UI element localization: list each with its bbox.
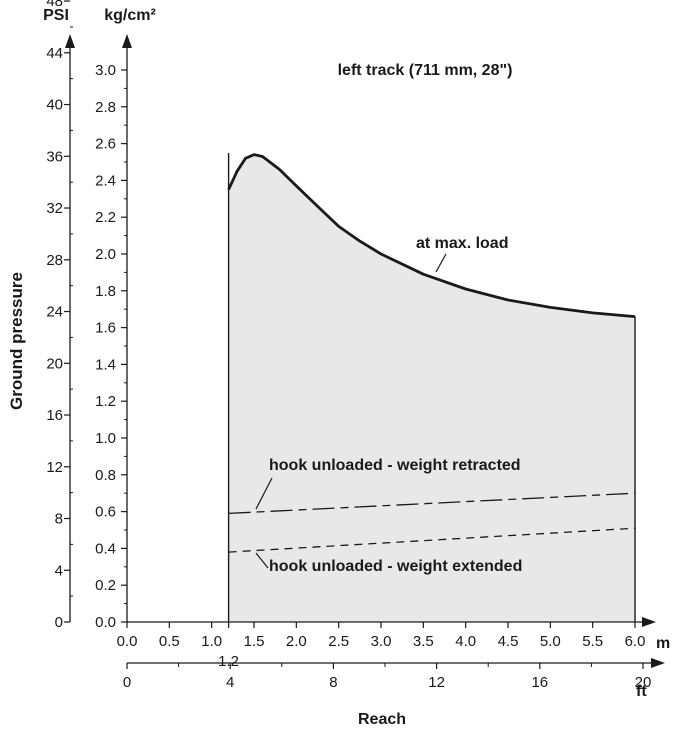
axes xyxy=(64,0,665,669)
psi-tick-label: 44 xyxy=(46,45,63,62)
series-lines xyxy=(227,153,636,569)
kg-tick-label: 1.2 xyxy=(95,393,116,410)
psi-tick-label: 36 xyxy=(46,148,63,165)
leader-max-load xyxy=(435,253,447,273)
psi-tick-label: 8 xyxy=(55,511,63,528)
chart-title: left track (711 mm, 28") xyxy=(338,62,513,79)
ft-tick-label: 12 xyxy=(428,674,445,691)
psi-tick-label: 16 xyxy=(46,407,63,424)
kg-tick-label: 1.0 xyxy=(95,430,116,447)
series-line-1 xyxy=(227,153,636,318)
series-line-2 xyxy=(228,492,636,515)
psi-tick-label: 40 xyxy=(46,97,63,114)
kg-tick-label: 2.8 xyxy=(95,99,116,116)
y-unit-kg: kg/cm² xyxy=(104,7,156,24)
psi-tick-label: 32 xyxy=(46,200,63,217)
kg-tick-label: 0.8 xyxy=(95,467,116,484)
label-weight-retracted: hook unloaded - weight retracted xyxy=(269,457,521,474)
psi-tick-label: 0 xyxy=(55,614,63,631)
kg-tick-label: 2.2 xyxy=(95,209,116,226)
m-tick-label: 2.5 xyxy=(328,633,349,650)
ft-tick-label: 8 xyxy=(329,674,337,691)
kg-tick-label: 2.0 xyxy=(95,246,116,263)
kg-tick-label: 2.6 xyxy=(95,136,116,153)
psi-tick-label: 24 xyxy=(46,304,63,321)
ft-tick-label: 20 xyxy=(635,674,652,691)
kg-tick-label: 0.4 xyxy=(95,540,116,557)
x-unit-m: m xyxy=(656,635,670,652)
ft-tick-label: 4 xyxy=(226,674,234,691)
ft-tick-label: 0 xyxy=(123,674,131,691)
tick-labels: 0.0 0.2 0.4 0.6 0.8 1.0 1.2 1.4 1.6 1.8 2.0 2.2 2.4 2… xyxy=(46,0,651,691)
kg-tick-label: 1.4 xyxy=(95,356,116,373)
m-tick-label: 1.5 xyxy=(244,633,265,650)
kg-tick-label: 3.0 xyxy=(95,62,116,79)
m-tick-label: 3.5 xyxy=(413,633,434,650)
psi-tick-label: 48 xyxy=(46,0,63,10)
m-tick-label: 4.0 xyxy=(455,633,476,650)
leader-weight-extended xyxy=(255,552,269,569)
psi-tick-label: 12 xyxy=(46,459,63,476)
x-axis-title: Reach xyxy=(358,711,406,728)
y-axis-title: Ground pressure xyxy=(7,272,26,410)
m-tick-label: 3.0 xyxy=(371,633,392,650)
m-tick-label: 0.0 xyxy=(117,633,138,650)
m-tick-label: 5.0 xyxy=(540,633,561,650)
m-tick-label: 4.5 xyxy=(498,633,519,650)
m-tick-label: 0.5 xyxy=(159,633,180,650)
kg-tick-label: 0.2 xyxy=(95,577,116,594)
psi-axis-arrow xyxy=(65,34,75,48)
kg-tick-label: 1.8 xyxy=(95,283,116,300)
m-extra-tick-label: 1.2 xyxy=(218,653,239,670)
label-max-load: at max. load xyxy=(416,235,508,252)
kg-axis-arrow xyxy=(122,34,132,48)
psi-tick-label: 28 xyxy=(46,252,63,269)
kg-tick-label: 2.4 xyxy=(95,172,116,189)
kg-tick-label: 0.6 xyxy=(95,504,116,521)
m-axis-arrow xyxy=(642,617,656,627)
kg-tick-label: 1.6 xyxy=(95,320,116,337)
x-unit-ft: ft xyxy=(636,683,647,700)
m-tick-label: 5.5 xyxy=(582,633,603,650)
operating-area xyxy=(227,153,636,622)
ft-axis-arrow xyxy=(651,658,665,668)
ft-tick-label: 16 xyxy=(531,674,548,691)
m-tick-label: 2.0 xyxy=(286,633,307,650)
psi-tick-label: 20 xyxy=(46,355,63,372)
m-tick-label: 1.0 xyxy=(201,633,222,650)
leader-weight-retracted xyxy=(255,477,273,510)
series-line-3 xyxy=(228,527,636,553)
kg-tick-label: 0.0 xyxy=(95,614,116,631)
shaded-region xyxy=(228,154,636,622)
label-weight-extended: hook unloaded - weight extended xyxy=(269,558,522,575)
y-unit-psi: PSI xyxy=(43,7,69,24)
m-tick-label: 6.0 xyxy=(625,633,646,650)
psi-tick-label: 4 xyxy=(55,562,63,579)
